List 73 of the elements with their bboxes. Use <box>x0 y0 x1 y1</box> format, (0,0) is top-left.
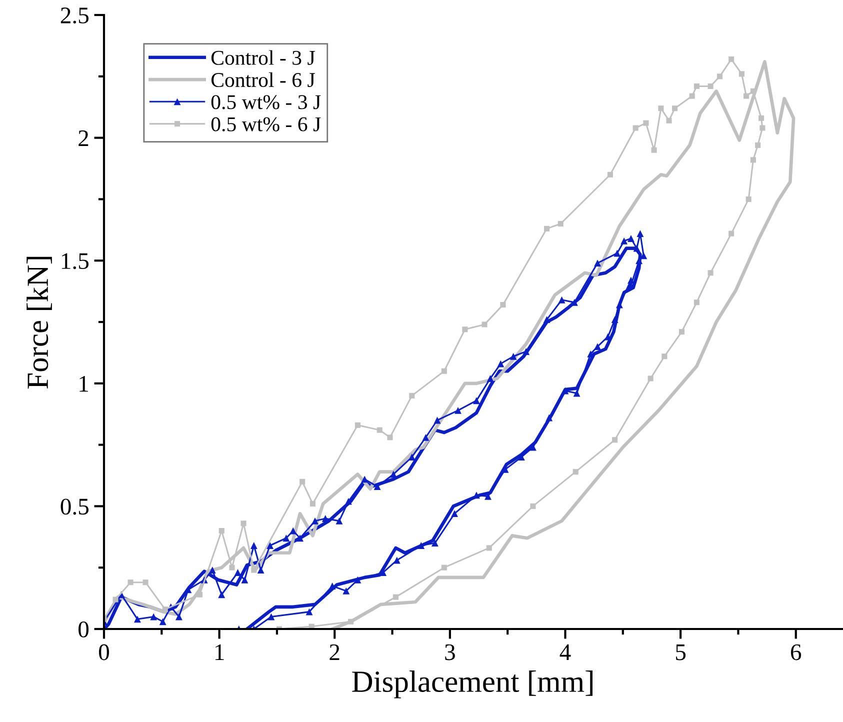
legend-label: Control - 6 J <box>211 72 315 88</box>
point <box>218 528 224 534</box>
point <box>310 500 316 507</box>
legend-label: 0.5 wt% - 3 J <box>211 95 321 110</box>
x-tick-label: 5 <box>676 644 686 660</box>
point <box>758 115 764 121</box>
point <box>240 520 246 526</box>
point <box>651 147 657 153</box>
x-tick-label: 6 <box>790 644 802 660</box>
point <box>142 580 148 586</box>
point <box>296 534 304 542</box>
point <box>462 326 468 332</box>
point <box>750 157 756 163</box>
point <box>612 437 618 443</box>
point <box>530 503 536 509</box>
point <box>708 83 714 89</box>
point <box>354 422 360 428</box>
point <box>728 230 734 236</box>
point <box>678 329 684 335</box>
point <box>760 125 766 131</box>
x-tick-label: 2 <box>330 644 340 660</box>
point <box>376 427 382 433</box>
point <box>716 74 723 80</box>
y-tick-label: 1 <box>80 376 88 392</box>
x-tick-label: 4 <box>560 644 571 660</box>
point <box>694 83 700 89</box>
point <box>544 226 550 232</box>
point <box>251 567 257 573</box>
point <box>229 564 235 570</box>
y-tick-label: 1.5 <box>62 253 88 270</box>
point <box>694 300 700 306</box>
point <box>746 196 752 202</box>
point <box>708 270 714 276</box>
point <box>558 220 564 227</box>
point <box>632 125 638 131</box>
point <box>348 618 354 624</box>
y-tick-label: 0 <box>78 621 89 638</box>
x-axis-title: Displacement [mm] <box>352 670 592 698</box>
y-tick-label: 2.5 <box>60 8 88 24</box>
point <box>666 118 672 124</box>
point <box>658 106 664 112</box>
x-tick-label: 1 <box>215 644 224 660</box>
point <box>662 354 668 360</box>
point <box>482 322 488 328</box>
point <box>196 592 202 598</box>
point <box>648 376 654 382</box>
legend-label: Control - 3 J <box>211 50 315 65</box>
point <box>755 142 761 148</box>
point <box>728 56 734 62</box>
point <box>672 106 678 112</box>
point <box>744 93 750 99</box>
point <box>392 594 399 600</box>
point <box>387 434 393 440</box>
point <box>409 392 415 398</box>
point <box>112 596 118 602</box>
x-tick-label: 0 <box>98 644 110 660</box>
y-axis-title: Force [kN] <box>26 256 52 389</box>
legend-label: 0.5 wt% - 6 J <box>211 117 321 132</box>
point <box>128 580 134 586</box>
point <box>441 564 447 570</box>
point <box>572 469 578 475</box>
y-tick-label: 0.5 <box>60 498 88 515</box>
point <box>162 606 168 612</box>
x-tick-label: 3 <box>445 644 455 660</box>
point <box>500 302 506 308</box>
point <box>643 120 649 126</box>
point <box>689 93 695 99</box>
point <box>441 368 447 374</box>
point <box>607 172 613 178</box>
point <box>738 71 744 77</box>
point <box>486 545 492 551</box>
y-tick-label: 2 <box>78 130 88 146</box>
point <box>300 478 306 484</box>
